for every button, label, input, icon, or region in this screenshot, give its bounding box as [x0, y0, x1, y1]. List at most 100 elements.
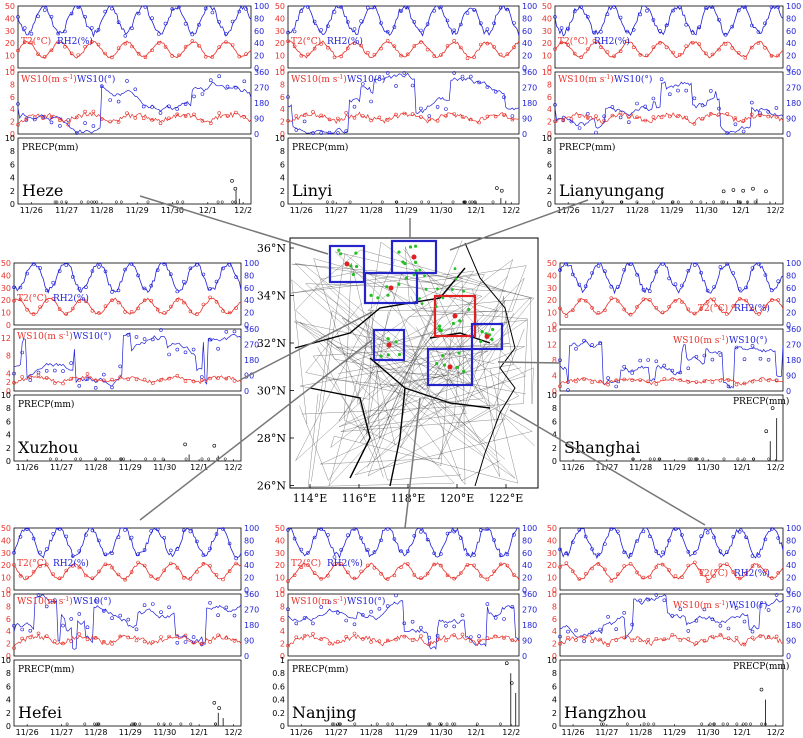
- temp-obs-point: [465, 56, 470, 61]
- lon-label: 114°E: [293, 492, 328, 505]
- rh-obs-point: [365, 6, 370, 10]
- wd-obs-point: [191, 635, 196, 639]
- rh-obs-point: [596, 264, 601, 268]
- rh-obs-point: [684, 22, 689, 27]
- rh-model-line: [287, 5, 520, 37]
- ws-obs-point: [493, 114, 498, 119]
- precip-obs-point: [701, 457, 705, 461]
- rh-obs-point: [564, 262, 569, 266]
- wd-obs-point: [234, 85, 238, 90]
- temp-obs-point: [103, 51, 107, 56]
- temp-obs-point: [737, 296, 742, 301]
- date-tick-label: 12/1: [732, 206, 750, 215]
- rh-obs-point: [116, 535, 121, 539]
- temp-obs-point: [699, 570, 704, 575]
- temp-tick-label: 0: [552, 321, 557, 330]
- rh-obs-point: [472, 8, 476, 12]
- date-tick-label: 12/1: [733, 728, 751, 737]
- wd-obs-point: [102, 609, 106, 613]
- precip-obs-point: [95, 200, 99, 204]
- temp-obs-point: [299, 53, 304, 58]
- wd-obs-point: [302, 616, 307, 620]
- station-panel-linyi: 0102030405002040608010002468100901802703…: [275, 2, 537, 215]
- ws-tick-label: 4: [547, 105, 552, 114]
- temp-obs-point: [169, 561, 173, 566]
- temp-obs-point: [175, 565, 180, 570]
- temp-obs-point: [570, 569, 575, 574]
- date-tick-label: 11/29: [663, 728, 686, 737]
- temp-rh-frame: [559, 262, 784, 326]
- precip-tick-label: 6: [547, 160, 552, 169]
- rh-obs-point: [743, 5, 748, 9]
- temp-tick-label: 20: [275, 39, 285, 48]
- wd-obs-point: [606, 376, 610, 380]
- ws-obs-point: [77, 632, 82, 636]
- wd-obs-point: [192, 94, 196, 99]
- precip-obs-point: [233, 200, 237, 204]
- precip-tick-label: 8: [6, 669, 11, 678]
- station-box: [372, 328, 406, 362]
- rh-obs-point: [570, 272, 575, 277]
- rh-model-line: [13, 527, 242, 559]
- temp-obs-point: [352, 576, 357, 581]
- ws-tick-label: 10: [542, 68, 552, 77]
- wd-obs-point: [52, 368, 57, 373]
- t2-legend-label: T2(°C): [17, 293, 47, 304]
- station-box: [470, 322, 504, 351]
- rh-obs-point: [399, 9, 403, 13]
- temp-tick-label: 10: [5, 52, 15, 61]
- county-boundary: [294, 249, 526, 444]
- ws-obs-point: [734, 382, 739, 387]
- leader-line: [239, 311, 373, 381]
- rh-obs-point: [286, 528, 290, 532]
- city-dot: [344, 261, 350, 267]
- precip-tick-label: 0: [280, 722, 285, 731]
- temp-tick-label: 0: [552, 586, 557, 595]
- rh-obs-point: [36, 14, 40, 19]
- precip-obs-point: [348, 200, 352, 204]
- temp-obs-point: [439, 563, 443, 568]
- wd-obs-point: [242, 79, 247, 84]
- temp-obs-point: [326, 45, 330, 50]
- rh-obs-point: [577, 282, 582, 287]
- rh-obs-point: [332, 555, 337, 559]
- rh-obs-point: [201, 272, 206, 277]
- date-tick-label: 12/1: [199, 206, 217, 215]
- temp-tick-label: 50: [275, 524, 285, 533]
- precip-obs-point: [738, 200, 742, 204]
- ws-obs-point: [686, 379, 691, 384]
- date-tick-label: 11/30: [153, 463, 176, 472]
- date-tick-label: 12/2: [234, 206, 252, 215]
- rh-obs-point: [195, 262, 199, 267]
- temp-obs-point: [654, 565, 659, 569]
- wd-obs-point: [477, 634, 481, 639]
- wd-obs-point: [183, 640, 188, 644]
- temp-obs-point: [647, 297, 652, 302]
- city-dot: [386, 342, 392, 348]
- wd-tick-label: 0: [522, 130, 527, 139]
- ws-obs-point: [733, 116, 738, 120]
- wd-obs-point: [733, 122, 738, 127]
- station-dot: [450, 288, 454, 291]
- precip-frame: [554, 137, 784, 205]
- rh-obs-point: [680, 283, 684, 288]
- rh-obs-point: [686, 268, 691, 273]
- rh-tick-label: 20: [244, 309, 254, 318]
- rh-obs-point: [699, 270, 704, 275]
- wd-obs-point: [69, 361, 73, 365]
- wd-model-line: [559, 594, 784, 640]
- rh-obs-point: [90, 26, 94, 30]
- ws-obs-point: [352, 116, 357, 120]
- temp-obs-point: [175, 298, 180, 302]
- precip-obs-point: [132, 722, 136, 726]
- rh-obs-point: [405, 5, 410, 10]
- station-box: [328, 244, 366, 284]
- rh-obs-point: [465, 11, 470, 15]
- precip-obs-point: [759, 687, 764, 692]
- rh-obs-point: [673, 282, 678, 287]
- rh2-legend-label: RH2(%): [57, 36, 93, 47]
- wd-tick-label: 0: [786, 652, 791, 661]
- wd-obs-point: [444, 623, 448, 628]
- wd-obs-point: [558, 634, 562, 639]
- precip-obs-point: [79, 457, 82, 461]
